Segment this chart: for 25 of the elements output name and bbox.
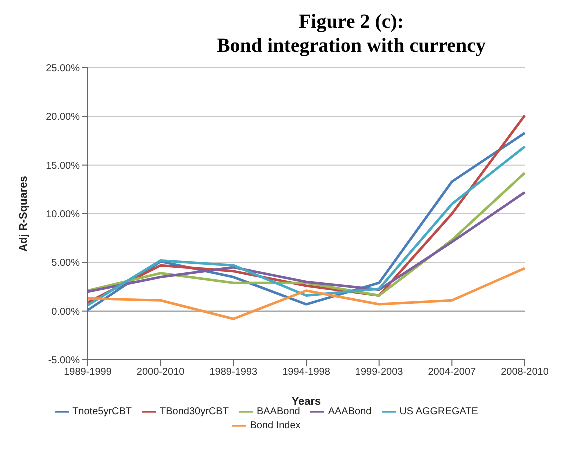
legend-label: TBond30yrCBT bbox=[160, 406, 229, 418]
x-tick-label: 1994-1998 bbox=[282, 367, 331, 378]
legend-label: Bond Index bbox=[250, 420, 301, 432]
line-series bbox=[86, 191, 526, 294]
legend-label: BAABond bbox=[256, 406, 300, 418]
legend-label: US AGGREGATE bbox=[400, 406, 478, 418]
line-series bbox=[86, 267, 526, 320]
x-tick-label: 1999-2003 bbox=[355, 367, 404, 378]
y-tick-label: 0.00% bbox=[52, 306, 80, 318]
x-tick-label: 2000-2010 bbox=[136, 367, 186, 378]
chart-title: Figure 2 (c): Bond integration with currency bbox=[216, 10, 488, 58]
x-axis-title: Years bbox=[292, 396, 322, 408]
y-tick-label: 10.00% bbox=[46, 210, 80, 221]
x-tick-label: 1989-1999 bbox=[64, 367, 112, 378]
legend-label: AAABond bbox=[328, 406, 372, 418]
y-tick-label: 15.00% bbox=[46, 160, 80, 172]
x-tick-label: 1989-1993 bbox=[210, 367, 258, 378]
legend-label: Tnote5yrCBT bbox=[72, 406, 132, 418]
y-tick-label: 25.00% bbox=[46, 64, 80, 75]
x-tick-label: 2008-2010 bbox=[501, 367, 550, 378]
y-tick-label: -5.00% bbox=[48, 356, 80, 367]
x-tick-label: 2004-2007 bbox=[428, 367, 477, 378]
y-axis-title: Adj R-Squares bbox=[18, 176, 30, 252]
y-tick-label: 20.00% bbox=[46, 112, 80, 124]
y-tick-label: 5.00% bbox=[52, 258, 80, 270]
